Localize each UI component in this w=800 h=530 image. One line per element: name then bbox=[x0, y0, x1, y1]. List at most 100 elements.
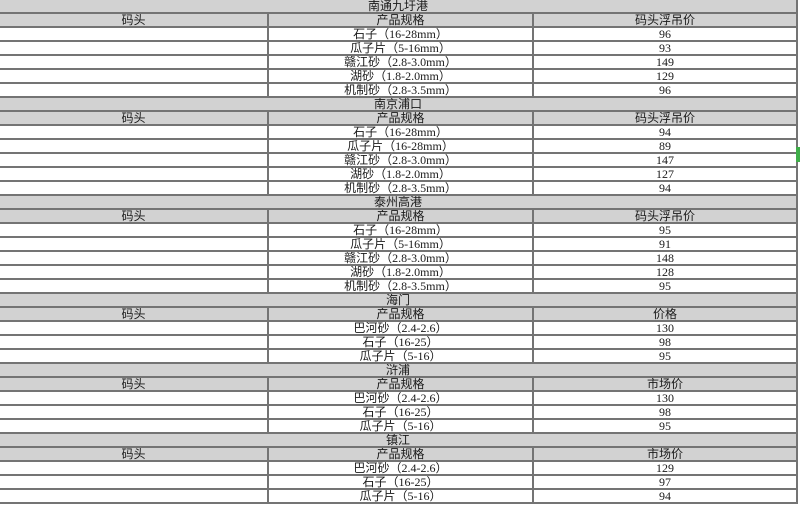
spec-cell: 瓜子片（5-16） bbox=[267, 488, 534, 504]
table-row: 石子（16-28mm） 95 bbox=[0, 222, 798, 238]
table-row: 巴河砂（2.4-2.6） 129 bbox=[0, 460, 798, 476]
price-cell: 95 bbox=[532, 278, 798, 294]
spec-cell: 瓜子片（5-16mm） bbox=[267, 236, 534, 252]
price-cell: 94 bbox=[532, 488, 798, 504]
dock-cell bbox=[0, 460, 269, 476]
spec-cell: 机制砂（2.8-3.5mm） bbox=[267, 278, 534, 294]
dock-cell bbox=[0, 264, 269, 280]
col-header-dock: 码头 bbox=[0, 208, 269, 224]
spec-cell: 瓜子片（5-16mm） bbox=[267, 40, 534, 56]
table-row: 石子（16-28mm） 94 bbox=[0, 124, 798, 140]
col-header-spec: 产品规格 bbox=[267, 12, 534, 28]
dock-cell bbox=[0, 152, 269, 168]
dock-cell bbox=[0, 320, 269, 336]
price-cell: 127 bbox=[532, 166, 798, 182]
price-cell: 91 bbox=[532, 236, 798, 252]
dock-cell bbox=[0, 124, 269, 140]
dock-cell bbox=[0, 68, 269, 84]
dock-cell bbox=[0, 488, 269, 504]
dock-cell bbox=[0, 404, 269, 420]
section-title: 浒浦 bbox=[0, 362, 798, 378]
section-header-row: 码头 产品规格 码头浮吊价 bbox=[0, 12, 798, 28]
col-header-dock: 码头 bbox=[0, 110, 269, 126]
section-title-row: 海门 bbox=[0, 292, 798, 308]
col-header-spec: 产品规格 bbox=[267, 306, 534, 322]
spec-cell: 石子（16-25） bbox=[267, 334, 534, 350]
col-header-spec: 产品规格 bbox=[267, 208, 534, 224]
spec-cell: 瓜子片（5-16） bbox=[267, 418, 534, 434]
spec-cell: 石子（16-25） bbox=[267, 404, 534, 420]
section-title: 海门 bbox=[0, 292, 798, 308]
price-cell: 93 bbox=[532, 40, 798, 56]
price-cell: 95 bbox=[532, 348, 798, 364]
table-row: 赣江砂（2.8-3.0mm） 148 bbox=[0, 250, 798, 266]
col-header-price: 码头浮吊价 bbox=[532, 208, 798, 224]
section-title-row: 浒浦 bbox=[0, 362, 798, 378]
section-title-row: 南京浦口 bbox=[0, 96, 798, 112]
spec-cell: 瓜子片（16-28mm） bbox=[267, 138, 534, 154]
spec-cell: 赣江砂（2.8-3.0mm） bbox=[267, 250, 534, 266]
section-title: 南京浦口 bbox=[0, 96, 798, 112]
table-row: 湖砂（1.8-2.0mm） 128 bbox=[0, 264, 798, 280]
section-title: 南通九圩港 bbox=[0, 0, 798, 14]
price-cell: 94 bbox=[532, 124, 798, 140]
spec-cell: 赣江砂（2.8-3.0mm） bbox=[267, 54, 534, 70]
section-title-row: 南通九圩港 bbox=[0, 0, 798, 14]
table-row: 瓜子片（5-16） 94 bbox=[0, 488, 798, 504]
spec-cell: 巴河砂（2.4-2.6） bbox=[267, 390, 534, 406]
dock-cell bbox=[0, 222, 269, 238]
table-row: 机制砂（2.8-3.5mm） 94 bbox=[0, 180, 798, 196]
price-cell: 130 bbox=[532, 320, 798, 336]
col-header-dock: 码头 bbox=[0, 12, 269, 28]
spec-cell: 石子（16-28mm） bbox=[267, 222, 534, 238]
section-header-row: 码头 产品规格 市场价 bbox=[0, 376, 798, 392]
spec-cell: 湖砂（1.8-2.0mm） bbox=[267, 68, 534, 84]
section-header-row: 码头 产品规格 码头浮吊价 bbox=[0, 208, 798, 224]
spec-cell: 机制砂（2.8-3.5mm） bbox=[267, 82, 534, 98]
table-row: 瓜子片（5-16mm） 93 bbox=[0, 40, 798, 56]
table-row: 巴河砂（2.4-2.6） 130 bbox=[0, 390, 798, 406]
table-row: 机制砂（2.8-3.5mm） 95 bbox=[0, 278, 798, 294]
section-title: 泰州高港 bbox=[0, 194, 798, 210]
dock-cell bbox=[0, 26, 269, 42]
selection-marker bbox=[796, 147, 800, 162]
dock-cell bbox=[0, 180, 269, 196]
price-cell: 98 bbox=[532, 334, 798, 350]
spec-cell: 石子（16-25） bbox=[267, 474, 534, 490]
spec-cell: 石子（16-28mm） bbox=[267, 124, 534, 140]
dock-cell bbox=[0, 166, 269, 182]
price-cell: 129 bbox=[532, 68, 798, 84]
price-cell: 95 bbox=[532, 222, 798, 238]
spec-cell: 湖砂（1.8-2.0mm） bbox=[267, 264, 534, 280]
table-body: 南通九圩港 码头 产品规格 码头浮吊价 石子（16-28mm） 96 瓜子片（5… bbox=[0, 0, 798, 504]
dock-cell bbox=[0, 82, 269, 98]
spec-cell: 石子（16-28mm） bbox=[267, 26, 534, 42]
col-header-spec: 产品规格 bbox=[267, 446, 534, 462]
table-row: 湖砂（1.8-2.0mm） 129 bbox=[0, 68, 798, 84]
section-title-row: 泰州高港 bbox=[0, 194, 798, 210]
table-row: 瓜子片（5-16mm） 91 bbox=[0, 236, 798, 252]
price-cell: 94 bbox=[532, 180, 798, 196]
dock-cell bbox=[0, 348, 269, 364]
col-header-price: 码头浮吊价 bbox=[532, 12, 798, 28]
dock-cell bbox=[0, 390, 269, 406]
table-row: 赣江砂（2.8-3.0mm） 149 bbox=[0, 54, 798, 70]
section-title: 镇江 bbox=[0, 432, 798, 448]
dock-cell bbox=[0, 474, 269, 490]
table-row: 石子（16-25） 98 bbox=[0, 404, 798, 420]
spec-cell: 巴河砂（2.4-2.6） bbox=[267, 460, 534, 476]
section-header-row: 码头 产品规格 价格 bbox=[0, 306, 798, 322]
price-cell: 128 bbox=[532, 264, 798, 280]
dock-cell bbox=[0, 418, 269, 434]
col-header-price: 市场价 bbox=[532, 376, 798, 392]
dock-cell bbox=[0, 54, 269, 70]
table-row: 瓜子片（16-28mm） 89 bbox=[0, 138, 798, 154]
col-header-spec: 产品规格 bbox=[267, 376, 534, 392]
table-row: 石子（16-25） 97 bbox=[0, 474, 798, 490]
col-header-price: 市场价 bbox=[532, 446, 798, 462]
price-cell: 129 bbox=[532, 460, 798, 476]
table-row: 石子（16-28mm） 96 bbox=[0, 26, 798, 42]
table-row: 石子（16-25） 98 bbox=[0, 334, 798, 350]
price-cell: 148 bbox=[532, 250, 798, 266]
